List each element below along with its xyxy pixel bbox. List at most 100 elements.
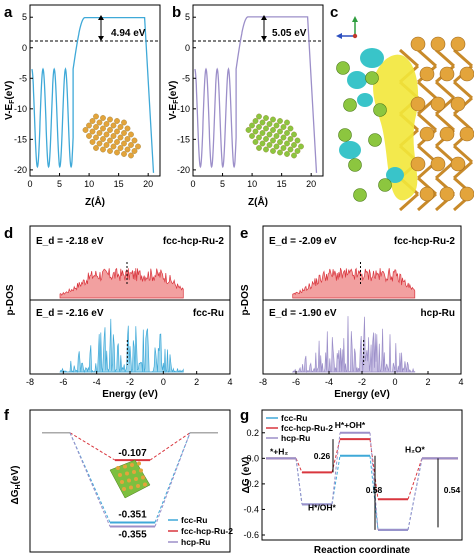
slab-atom — [270, 116, 276, 123]
ru-atom-green — [373, 103, 387, 117]
panel-label-e: e — [240, 225, 248, 242]
ru-atom-gold — [450, 96, 466, 112]
x-tick-label: 15 — [277, 179, 287, 189]
axis-b-arrow-head-icon — [352, 16, 358, 22]
ru-atom-green — [368, 133, 382, 147]
ru-atom-green — [348, 158, 362, 172]
legend-label: hcp-Ru — [281, 433, 310, 443]
legend-label: fcc-Ru — [281, 413, 307, 423]
ru-atom-gold — [439, 66, 455, 82]
ru-atom-gold — [459, 126, 474, 142]
catalyst-atom — [120, 480, 124, 484]
slab-atom — [124, 136, 131, 142]
x-tick-label: 2 — [425, 377, 430, 387]
slab-atom — [93, 113, 99, 120]
x-tick-label: 0 — [161, 377, 166, 387]
y-axis-label-f: ΔGH(eV) — [10, 466, 22, 505]
panel-e: E_d = -2.09 eV fcc-hcp-Ru-2 E_d = -1.90 … — [240, 225, 464, 400]
slab-atom — [103, 121, 110, 127]
y-axis-label-a: V-EF(eV) — [4, 81, 16, 120]
x-axis-label-a: Z(Å) — [85, 195, 105, 208]
wf-arrow-head-top-a — [98, 15, 104, 20]
catalyst-atom — [122, 487, 126, 491]
slab-atom — [131, 137, 138, 144]
panel-f: -0.107 -0.351 -0.355 fcc-Rufcc-hcp-Ru-2hcp… — [10, 409, 233, 553]
ru-atom-gold — [450, 36, 466, 52]
y-tick-label: -15 — [14, 134, 27, 144]
axis-a-dot-icon — [352, 33, 358, 39]
x-tick-label: -4 — [93, 377, 101, 387]
panel-label-d: d — [4, 225, 13, 242]
charge-depletion-blob — [357, 93, 373, 107]
connector-fcc-hcp-Ru-2 — [149, 432, 191, 461]
crystal-structure-icon — [336, 36, 474, 212]
x-axis-label-d: Energy (eV) — [102, 389, 158, 400]
slab-atom — [89, 139, 96, 145]
slab-atom — [270, 148, 276, 154]
slab-atom — [131, 148, 138, 154]
state-connector-hcp-Ru — [295, 458, 303, 505]
slab-atom — [266, 142, 273, 148]
x-tick-label: 5 — [220, 179, 225, 189]
panel-label-b: b — [172, 4, 181, 21]
slab-atom — [259, 140, 266, 147]
dos-area-fcc-hcp-ru-2-e — [292, 267, 416, 299]
x-tick-label: 0 — [27, 179, 32, 189]
slab-atom — [249, 122, 255, 129]
slab-atom — [291, 152, 297, 159]
slab-atom — [270, 137, 276, 144]
slab-atom — [128, 131, 134, 138]
slab-atom — [96, 119, 103, 126]
y-tick-label: -5 — [19, 73, 27, 83]
x-tick-label: 10 — [84, 179, 94, 189]
x-tick-label: -2 — [358, 377, 366, 387]
slab-atom — [135, 143, 141, 150]
catalyst-atom — [137, 461, 141, 466]
connector-fcc-hcp-Ru-2 — [69, 432, 116, 461]
ed-label-bottom-d: E_d = -2.16 eV — [36, 308, 104, 319]
ru-atom-gold — [410, 96, 426, 112]
connector-fcc-Ru — [69, 432, 111, 523]
slab-atom — [107, 137, 113, 144]
ru-atom-green — [343, 98, 357, 112]
slab-atom — [284, 130, 290, 136]
dos-area-fcc-hcp-ru-2-d — [59, 267, 184, 299]
x-tick-label: 20 — [143, 179, 153, 189]
panel-label-g: g — [240, 407, 249, 424]
x-tick-label: 4 — [227, 377, 232, 387]
slab-atom — [291, 142, 297, 148]
axes-frame-g — [261, 409, 463, 541]
slab-structure-icon-a — [82, 113, 141, 159]
barrier-label: 0.26 — [314, 451, 331, 461]
slab-atom — [89, 128, 96, 135]
panel-a: 4.94 eV 50-5-10-15-20 0 5 10 15 20 V-EF(eV) … — [4, 4, 161, 208]
ru-atom-gold — [419, 186, 435, 202]
bond — [435, 80, 455, 100]
slab-atom — [114, 139, 120, 145]
x-tick-label: 0 — [392, 377, 397, 387]
bond — [453, 48, 473, 68]
slab-atom — [93, 134, 99, 141]
dos-area-hcp-ru-e — [291, 316, 416, 374]
x-tick-label: 4 — [458, 377, 463, 387]
catalyst-atom — [123, 464, 127, 469]
bond — [417, 112, 437, 132]
charge-depletion-blob — [339, 141, 361, 159]
x-axis-label-e: Energy (eV) — [334, 389, 390, 400]
y-tick-label: -0.6 — [243, 530, 259, 540]
legend-label: fcc-hcp-Ru-2 — [181, 526, 233, 536]
panel-d: E_d = -2.18 eV fcc-hcp-Ru-2 E_d = -2.16 … — [5, 225, 233, 400]
slab-atom — [284, 140, 290, 147]
state-connector-hcp-Ru — [407, 458, 423, 530]
slab-atom — [259, 130, 266, 136]
slab-atom — [110, 143, 117, 150]
charge-accumulation-blob — [373, 54, 419, 201]
slab-atom — [277, 149, 283, 156]
barrier-label: 0.58 — [366, 485, 383, 495]
state-connector-fcc-hcp-Ru-2 — [295, 458, 303, 473]
catalyst-atom — [139, 468, 143, 473]
x-tick-label: 5 — [57, 179, 62, 189]
panel-label-a: a — [4, 4, 13, 21]
ed-label-top-e: E_d = -2.09 eV — [269, 236, 337, 247]
